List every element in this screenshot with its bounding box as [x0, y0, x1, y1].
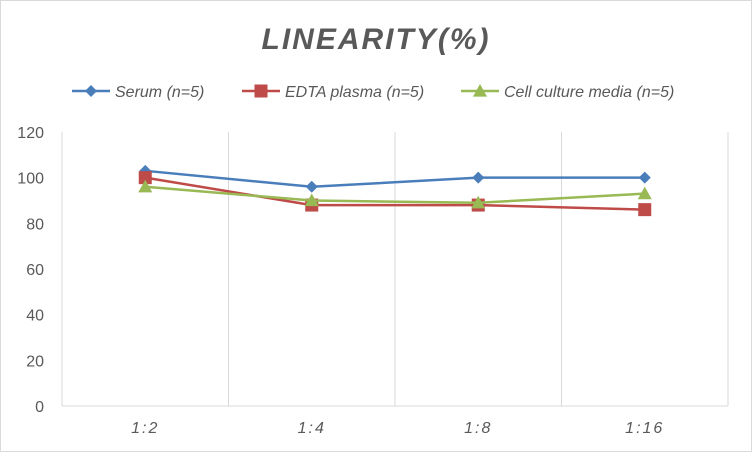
legend-triangle-icon — [473, 84, 487, 97]
legend: Serum (n=5) EDTA plasma (n=5) Cell culture… — [72, 84, 674, 101]
series-line — [145, 185, 645, 205]
data-point — [638, 203, 652, 217]
y-tick-label: 120 — [17, 125, 44, 142]
chart-title: LINEARITY(%) — [262, 23, 491, 56]
gridlines — [61, 132, 729, 406]
legend-item: Serum (n=5) — [72, 84, 204, 101]
data-point — [472, 171, 485, 184]
series-3 — [138, 179, 652, 209]
data-point — [471, 195, 486, 209]
y-tick-label: 60 — [26, 262, 44, 279]
series-line — [145, 169, 645, 189]
y-tick-label: 20 — [26, 353, 44, 370]
data-point — [138, 179, 153, 193]
data-point — [305, 180, 318, 193]
x-axis: 1:2 1:4 1:8 1:16 — [62, 405, 728, 437]
legend-label: Serum (n=5) — [115, 84, 204, 101]
y-tick-label: 0 — [35, 399, 44, 416]
y-axis: 0 20 40 60 80 100 120 — [17, 125, 44, 416]
data-point — [638, 171, 651, 184]
y-tick-label: 80 — [26, 216, 44, 233]
x-tick-label: 1:16 — [625, 420, 664, 437]
legend-label: Cell culture media (n=5) — [504, 84, 674, 101]
data-point — [138, 171, 152, 185]
y-tick-label: 100 — [17, 171, 44, 188]
legend-square-icon — [254, 84, 268, 98]
x-tick-label: 1:2 — [131, 420, 159, 437]
legend-item: Cell culture media (n=5) — [461, 84, 674, 101]
data-point — [304, 193, 319, 207]
y-tick-label: 40 — [26, 308, 44, 325]
plot-area — [138, 164, 652, 217]
x-tick-label: 1:8 — [464, 420, 492, 437]
legend-label: EDTA plasma (n=5) — [285, 84, 424, 101]
data-point — [637, 186, 652, 200]
legend-diamond-icon — [85, 85, 97, 97]
series-line — [145, 176, 645, 211]
x-tick-label: 1:4 — [298, 420, 326, 437]
legend-item: EDTA plasma (n=5) — [242, 84, 424, 101]
